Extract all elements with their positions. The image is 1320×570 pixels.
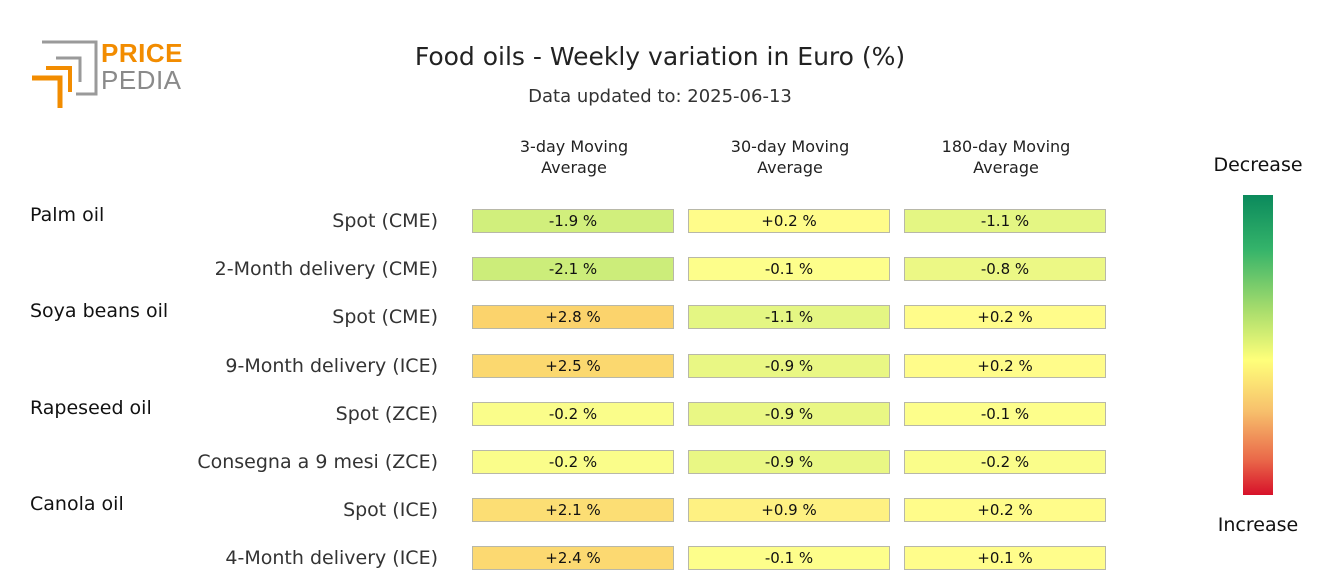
logo-pedia-text: PEDIA: [101, 65, 182, 95]
heatmap-cell: -0.8 %: [904, 257, 1106, 282]
heatmap-cell: -1.1 %: [904, 209, 1106, 233]
heatmap-cell: +0.1 %: [904, 546, 1106, 570]
row-label: Spot (CME): [332, 210, 438, 232]
row-label: Consegna a 9 mesi (ZCE): [197, 451, 438, 473]
column-header: 30-day Moving Average: [730, 137, 850, 177]
pricepedia-logo: [32, 40, 98, 108]
heatmap-cell: -0.9 %: [688, 401, 890, 426]
heatmap-cell: +0.2 %: [904, 353, 1106, 378]
column-header: 3-day Moving Average: [519, 137, 629, 177]
legend-decrease-label: Decrease: [1213, 154, 1303, 176]
heatmap-cell: +2.1 %: [472, 498, 674, 523]
logo-wordmark: PRICE PEDIA: [101, 40, 183, 93]
heatmap-cell: +0.2 %: [688, 209, 890, 233]
heatmap-cell: -0.1 %: [904, 401, 1106, 426]
heatmap-cell: +2.5 %: [472, 353, 674, 378]
heatmap-cell: +0.2 %: [904, 305, 1106, 330]
heatmap-cell: -0.2 %: [904, 450, 1106, 474]
heatmap-cell: -0.1 %: [688, 257, 890, 282]
row-label: Spot (ICE): [343, 499, 438, 522]
row-label: 9-Month delivery (ICE): [225, 354, 438, 377]
group-label: Soya beans oil: [30, 300, 169, 323]
logo-price-text: PRICE: [101, 38, 183, 68]
heatmap-cell: -0.2 %: [472, 450, 674, 474]
column-header: 180-day Moving Average: [941, 137, 1071, 177]
row-label: 4-Month delivery (ICE): [225, 547, 438, 570]
group-label: Rapeseed oil: [30, 396, 152, 419]
heatmap-cell: +0.2 %: [904, 498, 1106, 523]
heatmap-cell: -1.1 %: [688, 305, 890, 330]
heatmap-cell: +0.9 %: [688, 498, 890, 523]
heatmap-cell: -0.9 %: [688, 450, 890, 474]
group-label: Canola oil: [30, 493, 124, 516]
heatmap-cell: -2.1 %: [472, 257, 674, 282]
row-label: Spot (CME): [332, 306, 438, 329]
chart-title: Food oils - Weekly variation in Euro (%): [414, 42, 906, 71]
heatmap-cell: -0.1 %: [688, 546, 890, 570]
heatmap-cell: -0.9 %: [688, 353, 890, 378]
chart-subtitle: Data updated to: 2025-06-13: [528, 86, 792, 107]
group-label: Palm oil: [30, 204, 105, 226]
heatmap-cell: +2.8 %: [472, 305, 674, 330]
row-label: Spot (ZCE): [335, 402, 438, 425]
heatmap-cell: -1.9 %: [472, 209, 674, 233]
legend-color-scale: [1243, 195, 1273, 495]
heatmap-cell: -0.2 %: [472, 401, 674, 426]
heatmap-cell: +2.4 %: [472, 546, 674, 570]
legend-increase-label: Increase: [1217, 514, 1299, 536]
row-label: 2-Month delivery (CME): [214, 258, 438, 281]
